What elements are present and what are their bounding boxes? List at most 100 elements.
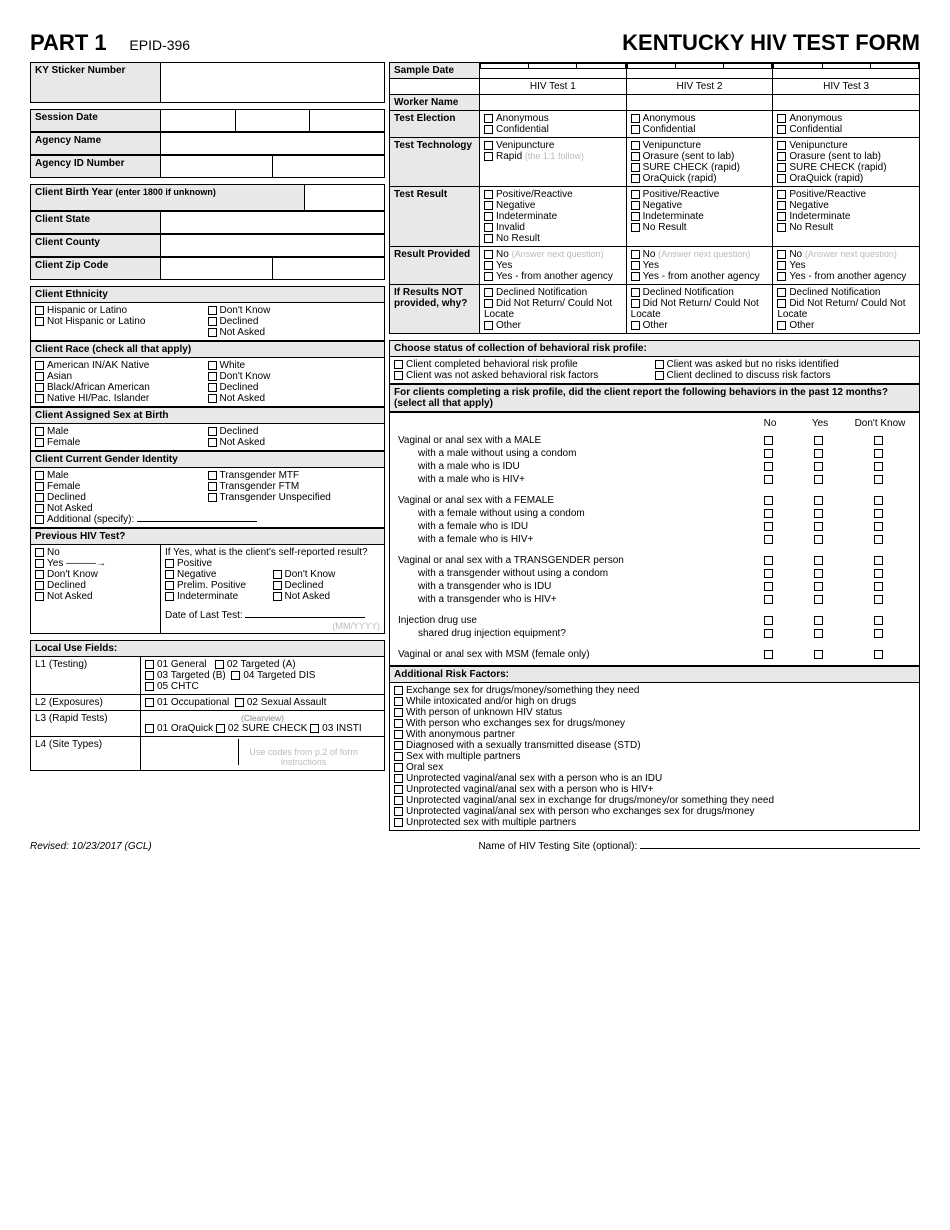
election-2[interactable]: AnonymousConfidential [626, 111, 773, 138]
risk-no[interactable] [764, 462, 773, 471]
risk-no[interactable] [764, 569, 773, 578]
risk-dk[interactable] [874, 569, 883, 578]
risk-yes[interactable] [814, 616, 823, 625]
notprov-3[interactable]: Declined NotificationDid Not Return/ Cou… [773, 285, 920, 334]
race-opts[interactable]: American IN/AK NativeAsianBlack/African … [31, 358, 385, 407]
provided-2[interactable]: No (Answer next question)YesYes - from a… [626, 247, 773, 285]
t3-date-y[interactable] [870, 64, 918, 69]
t2-date-y[interactable] [724, 64, 772, 69]
agency-id-1[interactable] [161, 156, 273, 178]
result-1[interactable]: Positive/ReactiveNegativeIndeterminateIn… [480, 187, 627, 247]
risk-dk[interactable] [874, 522, 883, 531]
worker-1[interactable] [480, 95, 627, 111]
risk-no[interactable] [764, 509, 773, 518]
risk-no[interactable] [764, 650, 773, 659]
prev-result[interactable]: If Yes, what is the client's self-report… [161, 545, 385, 634]
risk-dk[interactable] [874, 509, 883, 518]
notprov-2[interactable]: Declined NotificationDid Not Return/ Cou… [626, 285, 773, 334]
risk-label: with a transgender who is IDU [394, 580, 745, 593]
birth-year-field[interactable] [305, 185, 385, 211]
risk-no[interactable] [764, 556, 773, 565]
risk-dk[interactable] [874, 650, 883, 659]
t3-date-d[interactable] [822, 64, 870, 69]
risk-no[interactable] [764, 629, 773, 638]
session-y[interactable] [310, 110, 385, 132]
provided-1[interactable]: No (Answer next question)YesYes - from a… [480, 247, 627, 285]
election-1[interactable]: AnonymousConfidential [480, 111, 627, 138]
tech-2[interactable]: VenipunctureOrasure (sent to lab)SURE CH… [626, 138, 773, 187]
risk-yes[interactable] [814, 522, 823, 531]
t3-date-m[interactable] [774, 64, 822, 69]
risk-dk[interactable] [874, 449, 883, 458]
prev-opts[interactable]: No Yes ———→ Don't Know Declined Not Aske… [31, 545, 161, 634]
risk-no[interactable] [764, 436, 773, 445]
result-3[interactable]: Positive/ReactiveNegativeIndeterminateNo… [773, 187, 920, 247]
sticker-field[interactable] [161, 63, 385, 103]
risk-dk[interactable] [874, 616, 883, 625]
t1-date-m[interactable] [481, 64, 529, 69]
risk-yes[interactable] [814, 475, 823, 484]
state-field[interactable] [161, 212, 385, 234]
risk-dk[interactable] [874, 535, 883, 544]
risk-dk[interactable] [874, 496, 883, 505]
status-opts[interactable]: Client completed behavioral risk profile… [390, 357, 920, 384]
l4-field[interactable]: Use codes from p.2 of form instructions [141, 737, 385, 771]
risk-yes[interactable] [814, 509, 823, 518]
risk-no[interactable] [764, 616, 773, 625]
result-2[interactable]: Positive/ReactiveNegativeIndeterminateNo… [626, 187, 773, 247]
prev-hdr: Previous HIV Test? [31, 529, 385, 545]
zip-2[interactable] [273, 258, 385, 280]
risk-yes[interactable] [814, 535, 823, 544]
risk-dk[interactable] [874, 462, 883, 471]
t2-date-d[interactable] [675, 64, 723, 69]
worker-label: Worker Name [390, 95, 480, 111]
t1-date-d[interactable] [529, 64, 577, 69]
sex-opts[interactable]: MaleFemale DeclinedNot Asked [31, 424, 385, 451]
l2-opts[interactable]: 01 Occupational 02 Sexual Assault [141, 695, 385, 711]
worker-3[interactable] [773, 95, 920, 111]
risk-yes[interactable] [814, 556, 823, 565]
zip-1[interactable] [161, 258, 273, 280]
worker-2[interactable] [626, 95, 773, 111]
risk-dk[interactable] [874, 475, 883, 484]
risk-yes[interactable] [814, 629, 823, 638]
ethnicity-opts[interactable]: Hispanic or LatinoNot Hispanic or Latino… [31, 303, 385, 341]
tech-3[interactable]: VenipunctureOrasure (sent to lab)SURE CH… [773, 138, 920, 187]
gender-opts[interactable]: MaleFemaleDeclinedNot Asked Transgender … [31, 468, 385, 528]
risk-dk[interactable] [874, 556, 883, 565]
election-3[interactable]: AnonymousConfidential [773, 111, 920, 138]
provided-3[interactable]: No (Answer next question)YesYes - from a… [773, 247, 920, 285]
l1-opts[interactable]: 01 General 02 Targeted (A) 03 Targeted (… [141, 657, 385, 695]
risk-no[interactable] [764, 496, 773, 505]
notprov-1[interactable]: Declined NotificationDid Not Return/ Cou… [480, 285, 627, 334]
risk-yes[interactable] [814, 650, 823, 659]
risk-no[interactable] [764, 475, 773, 484]
t1-date-y[interactable] [577, 64, 625, 69]
risk-yes[interactable] [814, 595, 823, 604]
risk-yes[interactable] [814, 569, 823, 578]
l3-opts[interactable]: (Clearview)01 OraQuick 02 SURE CHECK 03 … [141, 711, 385, 737]
agency-name-field[interactable] [161, 133, 385, 155]
risk-yes[interactable] [814, 449, 823, 458]
session-d[interactable] [235, 110, 310, 132]
risk-dk[interactable] [874, 582, 883, 591]
t2-date-m[interactable] [627, 64, 675, 69]
tech-1[interactable]: VenipunctureRapid (the 1:1 follow) [480, 138, 627, 187]
risk-yes[interactable] [814, 462, 823, 471]
risk-no[interactable] [764, 449, 773, 458]
risk-no[interactable] [764, 535, 773, 544]
risk-yes[interactable] [814, 436, 823, 445]
sample-date-label: Sample Date [390, 63, 480, 79]
risk-dk[interactable] [874, 595, 883, 604]
county-field[interactable] [161, 235, 385, 257]
risk-no[interactable] [764, 582, 773, 591]
session-m[interactable] [161, 110, 236, 132]
risk-dk[interactable] [874, 436, 883, 445]
risk-yes[interactable] [814, 582, 823, 591]
risk-no[interactable] [764, 595, 773, 604]
add-opts[interactable]: Exchange sex for drugs/money/something t… [390, 683, 920, 831]
risk-yes[interactable] [814, 496, 823, 505]
agency-id-2[interactable] [273, 156, 385, 178]
risk-dk[interactable] [874, 629, 883, 638]
risk-no[interactable] [764, 522, 773, 531]
